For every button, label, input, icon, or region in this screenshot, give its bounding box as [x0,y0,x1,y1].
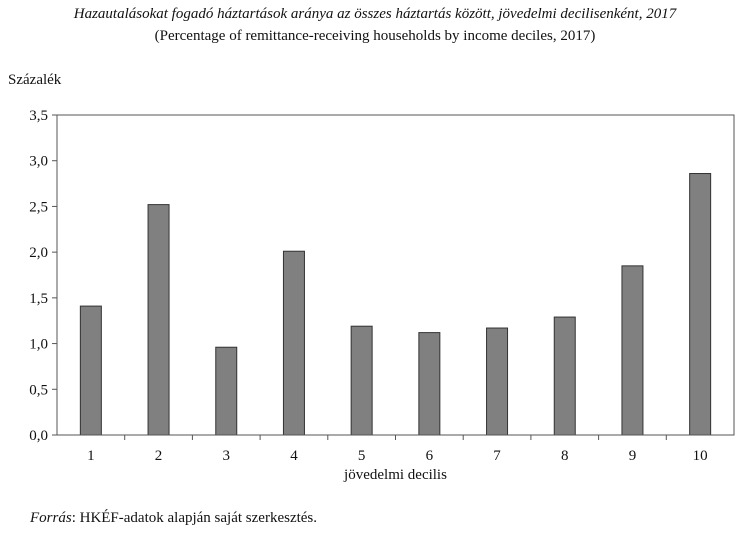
x-tick-label: 7 [493,448,501,464]
x-tick-label: 1 [87,448,95,464]
bar-decile-4 [282,250,305,436]
bar-decile-3 [215,346,238,436]
y-tick-label: 0,0 [29,428,48,444]
y-tick-label: 1,0 [29,337,48,353]
y-tick-label: 1,5 [29,291,48,307]
x-tick-label: 8 [561,448,569,464]
source-label: Forrás [30,510,72,526]
y-tick-label: 2,5 [29,199,48,215]
y-tick-label: 2,0 [29,245,48,261]
y-axis-label: Százalék [8,72,62,88]
x-axis-label: jövedelmi decilis [343,467,447,483]
x-tick-label: 4 [290,448,298,464]
chart-title: Hazautalásokat fogadó háztartások aránya… [73,6,677,22]
x-tick-label: 6 [426,448,434,464]
bar-decile-6 [418,332,441,436]
bar-decile-10 [689,173,712,436]
bar-decile-8 [553,316,576,436]
bar-decile-7 [486,327,509,436]
plot-frame [56,114,735,436]
y-tick-label: 3,0 [29,154,48,170]
x-tick-label: 5 [358,448,366,464]
x-tick-label: 9 [629,448,637,464]
x-tick-label: 2 [155,448,163,464]
bar-decile-5 [350,325,373,436]
chart-subtitle: (Percentage of remittance-receiving hous… [154,28,596,44]
bar-decile-1 [79,305,102,436]
source-text: : HKÉF-adatok alapján saját szerkesztés. [71,510,318,526]
bar-decile-9 [621,265,644,436]
bar-decile-2 [147,204,170,436]
x-tick-label: 10 [693,448,708,464]
x-tick-label: 3 [223,448,231,464]
bar-chart: 0,0 0,5 1,0 1,5 2,0 2,5 3,0 3,5 1 2 3 4 5 6 7 8 9 10 jöv… [29,108,735,483]
y-tick-label: 3,5 [29,108,48,124]
source-note: Forrás: HKÉF-adatok alapján saját szerke… [30,510,317,527]
y-tick-label: 0,5 [29,382,48,398]
